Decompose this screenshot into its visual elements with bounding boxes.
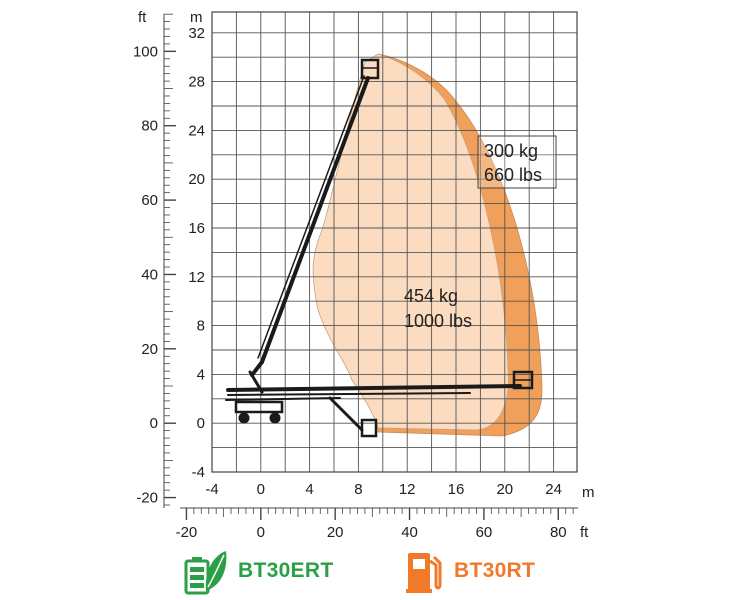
y-m-tick-label: 20 [188, 171, 205, 188]
x-axis-ft-labels: -20 0 20 40 60 80 [176, 524, 567, 541]
x-ft-tick-label: 40 [401, 524, 418, 541]
unit-label-bottom-m: m [582, 484, 595, 501]
y-m-tick-label: 16 [188, 220, 205, 237]
y-m-tick-label: 28 [188, 74, 205, 91]
x-ft-tick-label: 60 [476, 524, 493, 541]
y-ft-tick-label: 20 [141, 341, 158, 358]
ft-scale-ruler [163, 13, 176, 508]
y-m-tick-label: 4 [197, 366, 205, 383]
y-m-tick-label: 0 [197, 415, 205, 432]
boom-lift-machine [225, 58, 534, 438]
y-ft-tick-label: 40 [141, 266, 158, 283]
y-axis-ft-labels: 100 80 60 40 20 0 -20 [133, 43, 158, 506]
x-m-tick-label: 4 [305, 481, 313, 498]
y-ft-tick-label: 80 [141, 118, 158, 135]
x-m-tick-label: 24 [545, 481, 562, 498]
y-axis-m-labels: 32 28 24 20 16 12 8 4 0 -4 [188, 25, 205, 481]
unit-label-bottom-ft: ft [580, 524, 589, 541]
x-axis-m-labels: -4 0 4 8 12 16 20 24 [205, 481, 562, 498]
unit-label-left-m: m [190, 9, 203, 26]
x-m-tick-label: 0 [257, 481, 265, 498]
ft-scale-ruler-bottom [180, 507, 578, 520]
capacity-300kg-line2: 660 lbs [484, 165, 542, 185]
fuel-pump-icon [406, 553, 442, 593]
y-m-tick-label: 8 [197, 318, 205, 335]
x-ft-tick-label: 0 [257, 524, 265, 541]
y-ft-tick-label: 60 [141, 192, 158, 209]
capacity-label-454kg: 454 kg 1000 lbs [404, 286, 472, 331]
x-m-tick-label: 20 [496, 481, 513, 498]
capacity-454kg-line2: 1000 lbs [404, 311, 472, 331]
y-m-tick-label: 24 [188, 122, 205, 139]
capacity-454kg-line1: 454 kg [404, 286, 458, 306]
x-m-tick-label: 12 [399, 481, 416, 498]
x-ft-tick-label: 80 [550, 524, 567, 541]
capacity-label-300kg: 300 kg 660 lbs [477, 135, 557, 189]
x-m-tick-label: -4 [205, 481, 218, 498]
x-m-tick-label: 8 [354, 481, 362, 498]
grid-frame [211, 11, 578, 473]
x-m-tick-label: 16 [448, 481, 465, 498]
y-ft-tick-label: -20 [136, 490, 158, 507]
capacity-300kg-line1: 300 kg [484, 141, 538, 161]
legend-label-bt30ert: BT30ERT [238, 559, 334, 582]
legend-item-bt30rt: BT30RT [404, 546, 535, 596]
battery-leaf-icon [184, 551, 227, 595]
unit-label-left-ft: ft [138, 9, 147, 26]
x-ft-tick-label: 20 [327, 524, 344, 541]
x-ft-tick-label: -20 [176, 524, 198, 541]
inner-envelope-454kg [312, 53, 509, 431]
y-m-tick-label: 12 [188, 269, 205, 286]
y-ft-tick-label: 0 [150, 415, 158, 432]
y-m-tick-label: 32 [188, 25, 205, 42]
legend-item-bt30ert: BT30ERT [184, 546, 333, 596]
y-m-tick-label: -4 [192, 464, 205, 481]
legend-label-bt30rt: BT30RT [454, 559, 536, 582]
y-ft-tick-label: 100 [133, 43, 158, 60]
